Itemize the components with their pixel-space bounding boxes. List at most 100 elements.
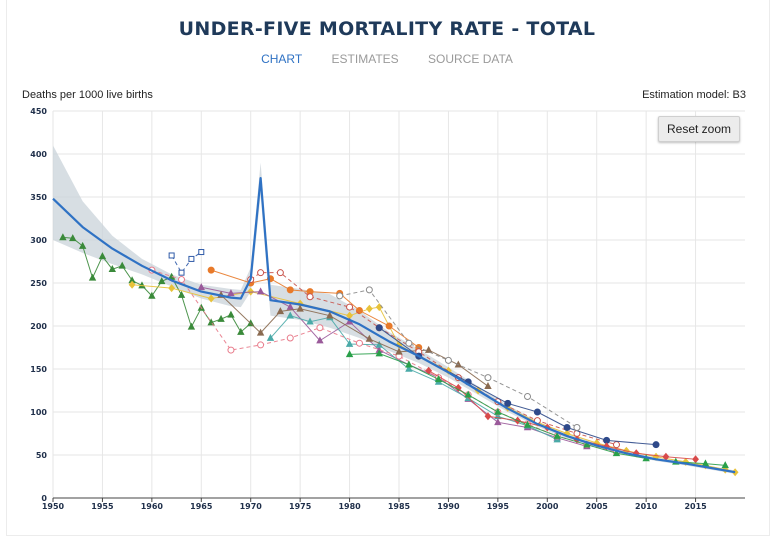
data-point bbox=[207, 294, 215, 303]
y-tick-label: 450 bbox=[30, 107, 47, 116]
y-tick-label: 0 bbox=[41, 494, 47, 503]
tab-estimates[interactable]: ESTIMATES bbox=[331, 52, 399, 66]
x-tick-label: 1980 bbox=[338, 502, 361, 511]
data-point bbox=[524, 393, 532, 401]
chart-container bbox=[6, 0, 770, 536]
data-point bbox=[286, 334, 294, 342]
x-tick-label: 2000 bbox=[536, 502, 559, 511]
x-tick-label: 1985 bbox=[388, 502, 411, 511]
data-point bbox=[395, 347, 403, 355]
data-point bbox=[494, 407, 502, 415]
data-point bbox=[573, 423, 581, 431]
data-point bbox=[454, 383, 462, 392]
x-tick-label: 1950 bbox=[42, 502, 65, 511]
data-point bbox=[345, 350, 354, 358]
x-tick-label: 1970 bbox=[240, 502, 263, 511]
series-line bbox=[220, 294, 489, 387]
tab-source-data[interactable]: SOURCE DATA bbox=[428, 52, 513, 66]
data-point bbox=[256, 287, 265, 295]
data-point bbox=[563, 423, 571, 431]
data-point bbox=[167, 272, 176, 280]
data-point bbox=[276, 307, 285, 315]
data-point bbox=[375, 303, 383, 312]
data-point bbox=[385, 322, 393, 330]
data-point bbox=[583, 440, 591, 448]
data-point bbox=[444, 356, 452, 364]
data-point bbox=[237, 327, 245, 335]
source-series bbox=[168, 249, 205, 276]
y-axis-label: Deaths per 1000 live births bbox=[22, 89, 153, 101]
data-point bbox=[721, 461, 729, 469]
data-point bbox=[207, 318, 215, 326]
data-point bbox=[197, 283, 205, 291]
data-point bbox=[138, 281, 146, 289]
data-point bbox=[405, 339, 413, 347]
data-point bbox=[257, 269, 265, 277]
data-point bbox=[365, 304, 373, 313]
data-point bbox=[395, 340, 403, 349]
data-point bbox=[88, 273, 97, 281]
y-tick-label: 400 bbox=[30, 150, 47, 159]
data-point bbox=[257, 341, 265, 349]
data-point bbox=[227, 289, 235, 297]
data-point bbox=[346, 303, 354, 311]
series-line bbox=[171, 251, 202, 274]
data-point bbox=[266, 333, 275, 341]
data-point bbox=[78, 241, 87, 249]
estimation-model-label: Estimation model: B3 bbox=[642, 89, 746, 101]
page-title: UNDER-FIVE MORTALITY RATE - TOTAL bbox=[178, 18, 596, 40]
data-point bbox=[59, 233, 67, 241]
series-line bbox=[151, 269, 617, 453]
uncertainty-band bbox=[53, 145, 736, 474]
source-series bbox=[375, 324, 660, 449]
data-point bbox=[701, 459, 710, 467]
data-point bbox=[227, 346, 235, 354]
data-point bbox=[247, 287, 255, 296]
data-point bbox=[692, 455, 699, 464]
data-point bbox=[108, 265, 117, 273]
x-tick-label: 1965 bbox=[190, 502, 213, 511]
data-point bbox=[345, 339, 354, 347]
data-point bbox=[612, 449, 621, 457]
reset-zoom-button[interactable]: Reset zoom bbox=[658, 116, 740, 142]
data-point bbox=[217, 314, 225, 322]
data-point bbox=[177, 290, 186, 298]
data-point bbox=[424, 345, 433, 353]
data-point bbox=[316, 336, 324, 344]
x-tick-label: 1975 bbox=[289, 502, 312, 511]
source-series bbox=[59, 233, 255, 335]
source-series bbox=[128, 280, 739, 477]
y-tick-label: 300 bbox=[30, 236, 47, 245]
data-point bbox=[286, 311, 294, 319]
data-point bbox=[405, 360, 413, 368]
y-tick-label: 250 bbox=[30, 279, 47, 288]
series-line bbox=[339, 289, 578, 428]
y-tick-label: 50 bbox=[36, 451, 48, 460]
data-point bbox=[375, 324, 383, 332]
data-point bbox=[227, 310, 235, 318]
data-point bbox=[346, 311, 353, 320]
data-point bbox=[276, 269, 284, 277]
data-point bbox=[198, 249, 205, 256]
data-point bbox=[612, 441, 620, 449]
data-point bbox=[365, 286, 373, 294]
tab-chart[interactable]: CHART bbox=[261, 52, 303, 66]
data-point bbox=[365, 334, 374, 342]
data-point bbox=[286, 286, 294, 294]
data-point bbox=[316, 324, 324, 332]
x-tick-label: 1995 bbox=[487, 502, 510, 511]
data-point bbox=[336, 292, 344, 300]
data-point bbox=[207, 266, 215, 274]
data-point bbox=[256, 328, 265, 336]
y-tick-label: 150 bbox=[30, 365, 47, 374]
data-point bbox=[662, 452, 670, 461]
data-point bbox=[128, 280, 136, 289]
data-point bbox=[168, 284, 176, 293]
data-point bbox=[355, 339, 363, 347]
data-point bbox=[178, 276, 186, 284]
x-tick-label: 2005 bbox=[586, 502, 609, 511]
data-point bbox=[464, 390, 472, 398]
data-point bbox=[484, 412, 492, 421]
estimate-line bbox=[52, 176, 736, 474]
